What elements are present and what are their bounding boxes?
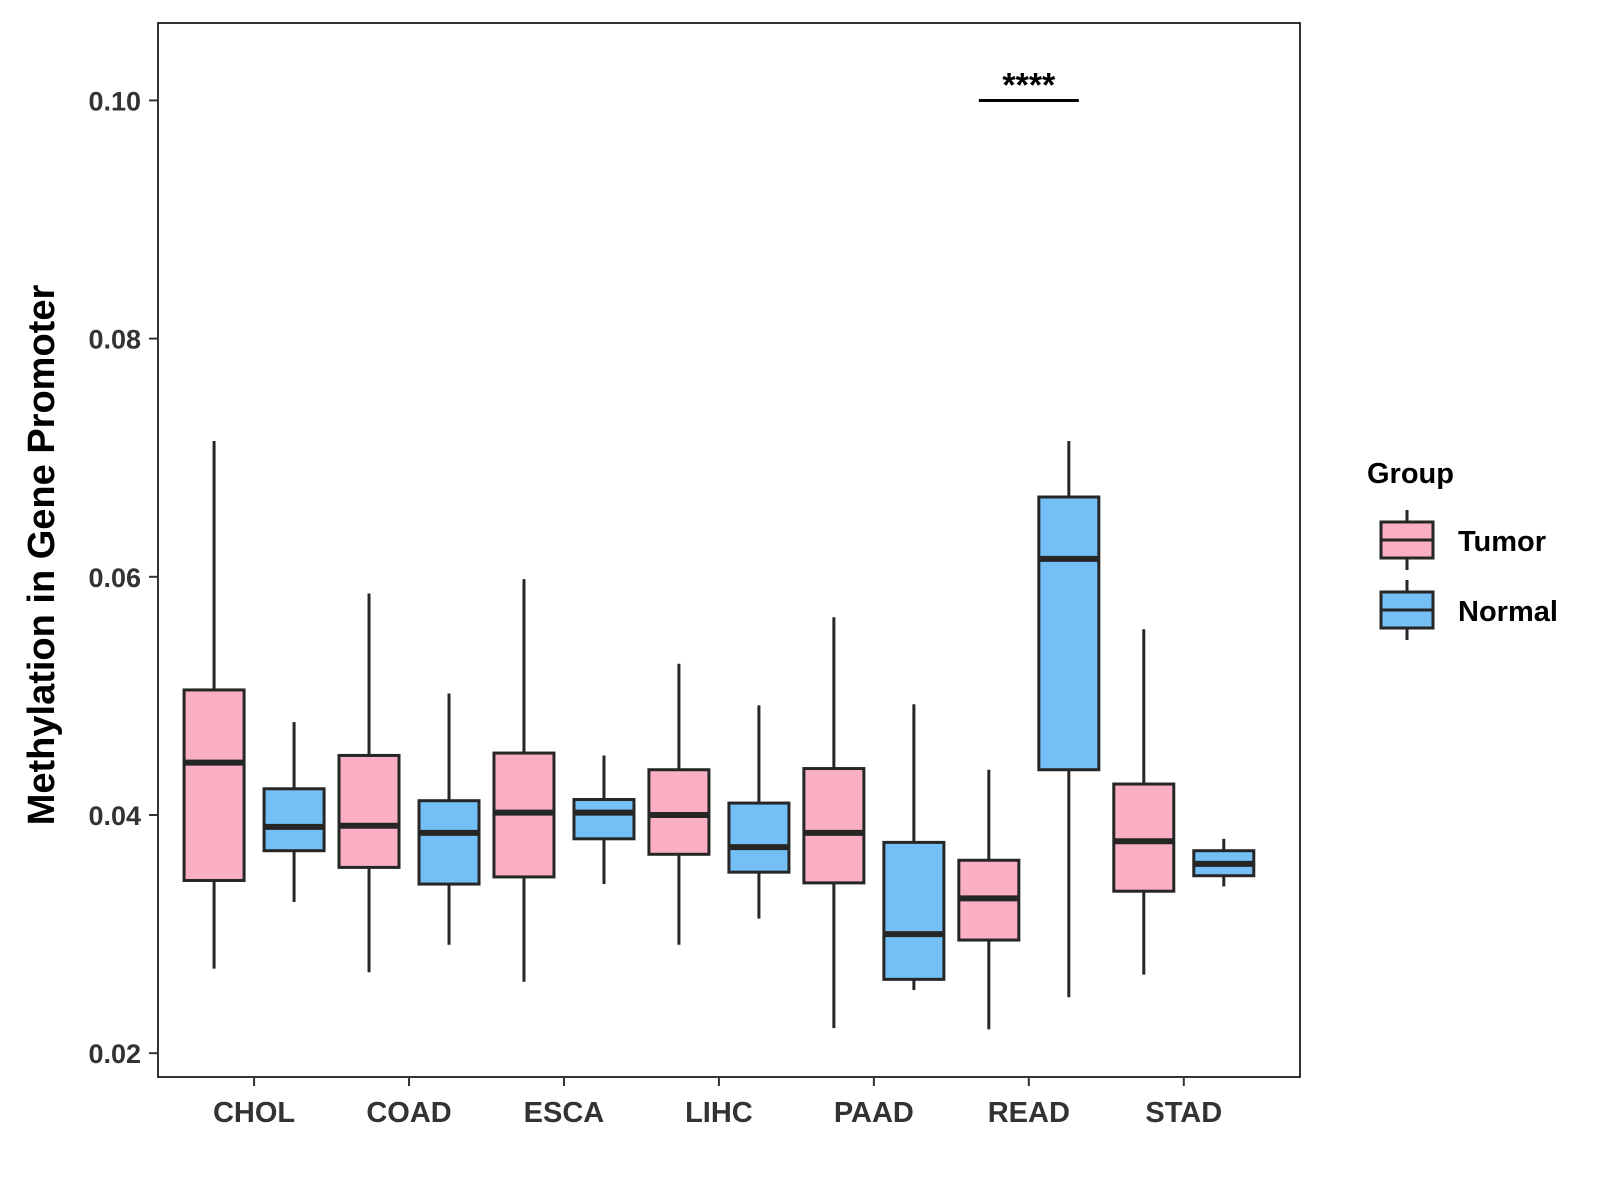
- x-tick-label: READ: [988, 1097, 1070, 1129]
- y-tick-label: 0.10: [88, 86, 141, 116]
- box-tumor-chol: [182, 441, 246, 969]
- significance-label: ****: [1002, 67, 1056, 105]
- box-tumor-stad: [1112, 629, 1176, 975]
- y-tick-label: 0.04: [88, 801, 141, 831]
- legend-item-label: Tumor: [1458, 526, 1546, 558]
- legend: Group Tumor Normal: [1367, 458, 1558, 640]
- significance-annotation: ****: [978, 67, 1079, 105]
- y-axis: 0.02 0.04 0.06 0.08 0.10: [88, 86, 158, 1069]
- x-tick-label: PAAD: [834, 1097, 914, 1129]
- box-body: [337, 753, 401, 869]
- box-normal-chol: [262, 722, 326, 902]
- legend-item-tumor: Tumor: [1379, 510, 1546, 570]
- box-tumor-esca: [492, 579, 556, 982]
- x-axis: CHOL COAD ESCA LIHC PAAD READ STAD: [213, 1077, 1222, 1129]
- legend-item-normal: Normal: [1379, 580, 1558, 640]
- x-tick-label: COAD: [366, 1097, 451, 1129]
- legend-item-label: Normal: [1458, 596, 1558, 628]
- y-axis-title: Methylation in Gene Promoter: [21, 285, 63, 826]
- box-normal-read: [1037, 441, 1101, 998]
- x-tick-label: CHOL: [213, 1097, 295, 1129]
- box-body: [417, 799, 481, 886]
- y-tick-label: 0.08: [88, 325, 141, 355]
- box-body: [802, 767, 866, 885]
- y-tick-label: 0.06: [88, 563, 141, 593]
- box-tumor-read: [957, 769, 1021, 1030]
- box-normal-coad: [417, 693, 481, 945]
- box-body: [182, 688, 246, 882]
- box-normal-esca: [572, 755, 636, 885]
- boxes-layer: [182, 441, 1256, 1030]
- box-body: [1037, 495, 1101, 772]
- box-normal-paad: [882, 704, 946, 991]
- box-body: [262, 787, 326, 853]
- box-body: [1112, 782, 1176, 893]
- box-body: [882, 840, 946, 981]
- box-body: [572, 798, 636, 841]
- box-normal-lihc: [727, 705, 791, 919]
- box-body: [727, 801, 791, 874]
- box-tumor-lihc: [647, 663, 711, 945]
- box-tumor-paad: [802, 617, 866, 1029]
- x-tick-label: ESCA: [524, 1097, 605, 1129]
- x-tick-label: LIHC: [685, 1097, 753, 1129]
- plot-panel-border: [157, 22, 1301, 1078]
- y-tick-label: 0.02: [88, 1039, 141, 1069]
- legend-title: Group: [1367, 458, 1454, 490]
- x-tick-label: STAD: [1145, 1097, 1222, 1129]
- box-normal-stad: [1192, 838, 1256, 887]
- box-tumor-coad: [337, 593, 401, 973]
